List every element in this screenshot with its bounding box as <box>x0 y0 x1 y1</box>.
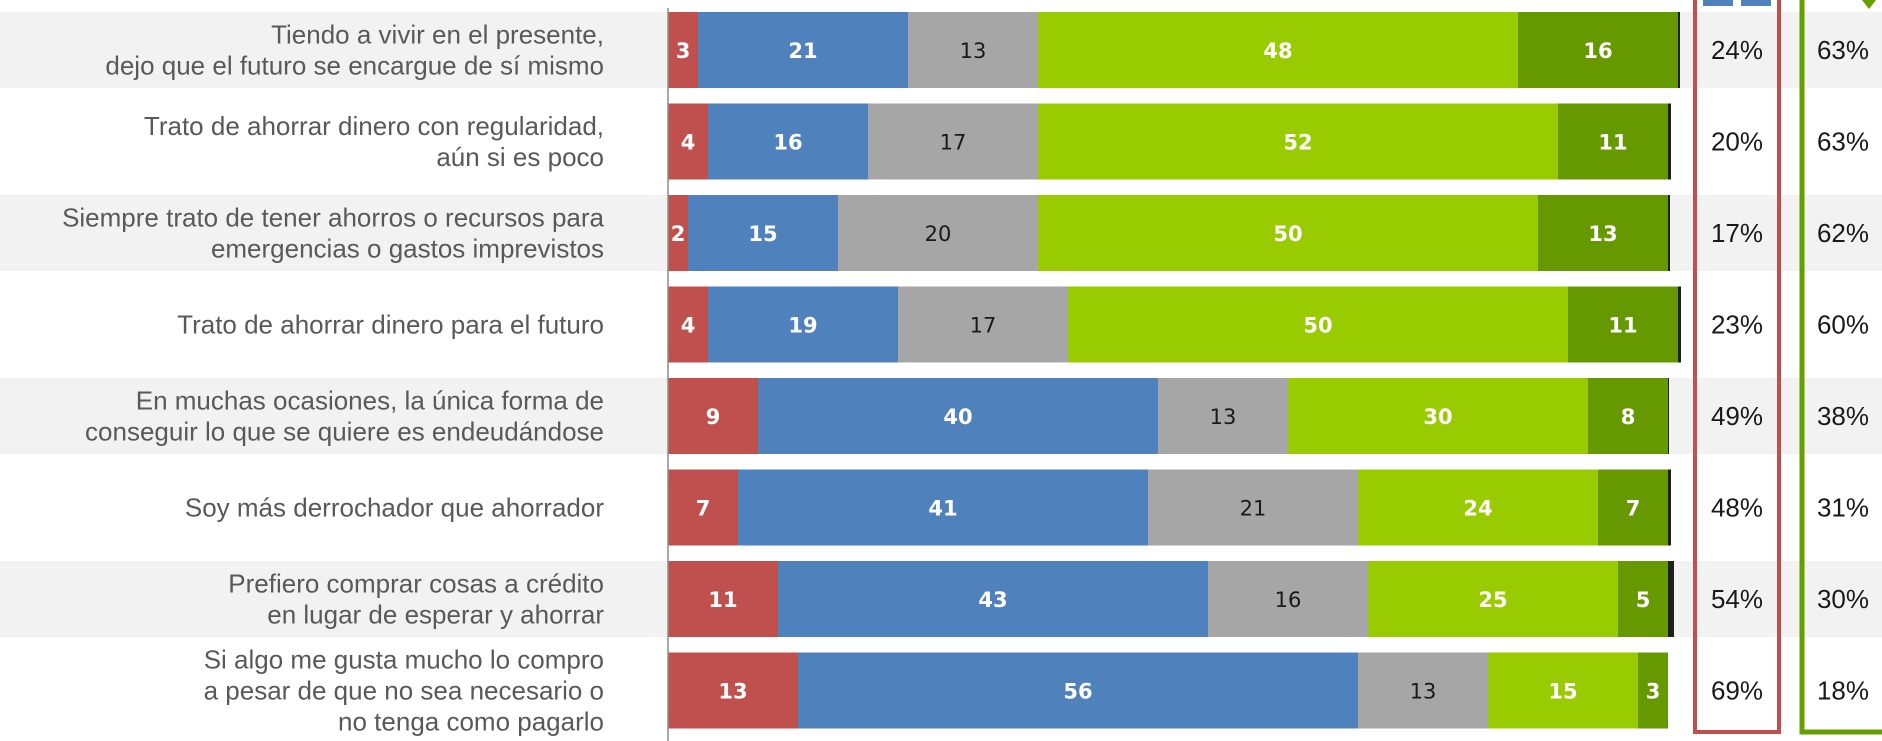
data-label: 2 <box>671 222 686 246</box>
data-label: 13 <box>1588 222 1617 246</box>
summary-value: 60% <box>1817 310 1869 340</box>
data-label: 30 <box>1423 405 1452 429</box>
bar-segment-black <box>1678 12 1680 88</box>
summary-value: 62% <box>1817 218 1869 248</box>
data-label: 11 <box>1598 131 1627 155</box>
blue-marker <box>1741 0 1771 6</box>
summary-value: 23% <box>1711 310 1763 340</box>
data-label: 24 <box>1463 497 1492 521</box>
category-label: Trato de ahorrar dinero con regularidad,… <box>144 111 604 172</box>
data-label: 13 <box>960 39 987 63</box>
data-label: 16 <box>773 131 802 155</box>
summary-value: 63% <box>1817 127 1869 157</box>
blue-marker <box>1703 0 1733 6</box>
data-label: 19 <box>788 314 817 338</box>
bar-segment-black <box>1668 378 1669 454</box>
summary-value: 38% <box>1817 401 1869 431</box>
data-label: 20 <box>925 222 952 246</box>
summary-value: 63% <box>1817 35 1869 65</box>
data-label: 11 <box>708 588 737 612</box>
data-label: 5 <box>1636 588 1651 612</box>
summary-value: 20% <box>1711 127 1763 157</box>
category-label: Si algo me gusta mucho lo compro a pesar … <box>204 645 604 737</box>
data-label: 25 <box>1478 588 1507 612</box>
data-label: 13 <box>1410 680 1437 704</box>
data-label: 52 <box>1283 131 1312 155</box>
category-label: Trato de ahorrar dinero para el futuro <box>177 310 604 340</box>
data-label: 16 <box>1583 39 1612 63</box>
data-label: 3 <box>676 39 691 63</box>
data-label: 21 <box>1240 497 1267 521</box>
data-label: 41 <box>928 497 957 521</box>
bar-segment-black <box>1668 195 1670 271</box>
data-label: 11 <box>1608 314 1637 338</box>
data-label: 50 <box>1303 314 1332 338</box>
data-label: 13 <box>718 680 747 704</box>
summary-value: 18% <box>1817 676 1869 706</box>
data-label: 7 <box>1626 497 1641 521</box>
data-label: 17 <box>940 131 967 155</box>
data-label: 48 <box>1263 39 1292 63</box>
summary-value: 69% <box>1711 676 1763 706</box>
bars: 3 21 13 48 164 16 17 52 112 15 20 50 134 19 17 50 119 40 1… <box>668 12 1681 729</box>
data-label: 8 <box>1621 405 1636 429</box>
category-label: En muchas ocasiones, la única forma de co… <box>85 386 604 447</box>
data-label: 16 <box>1275 588 1302 612</box>
data-label: 50 <box>1273 222 1302 246</box>
bar-segment-black <box>1678 287 1681 363</box>
summary-value: 49% <box>1711 401 1763 431</box>
data-label: 3 <box>1646 680 1661 704</box>
bar-segment-black <box>1668 561 1674 637</box>
data-label: 40 <box>943 405 972 429</box>
bar-segment-black <box>1668 104 1671 180</box>
data-label: 17 <box>970 314 997 338</box>
summary-value: 17% <box>1711 218 1763 248</box>
data-label: 15 <box>1548 680 1577 704</box>
data-label: 4 <box>681 131 696 155</box>
data-label: 15 <box>748 222 777 246</box>
summary-value: 54% <box>1711 584 1763 614</box>
arrow-icon <box>1862 0 1876 9</box>
summary-value: 30% <box>1817 584 1869 614</box>
data-label: 9 <box>706 405 721 429</box>
summary-value: 31% <box>1817 493 1869 523</box>
data-label: 4 <box>681 314 696 338</box>
data-label: 43 <box>978 588 1007 612</box>
data-label: 7 <box>696 497 711 521</box>
data-label: 13 <box>1210 405 1237 429</box>
category-label: Prefiero comprar cosas a crédito en lugar… <box>228 569 604 630</box>
data-label: 56 <box>1063 680 1092 704</box>
summary-value: 24% <box>1711 35 1763 65</box>
summary-value: 48% <box>1711 493 1763 523</box>
data-label: 21 <box>788 39 817 63</box>
bar-segment-black <box>1668 470 1671 546</box>
category-label: Soy más derrochador que ahorrador <box>185 493 604 523</box>
